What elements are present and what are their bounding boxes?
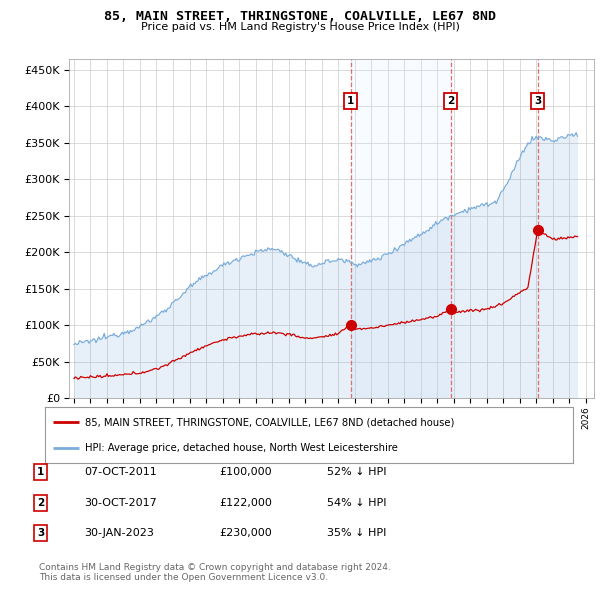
Text: 85, MAIN STREET, THRINGSTONE, COALVILLE, LE67 8ND: 85, MAIN STREET, THRINGSTONE, COALVILLE,… <box>104 10 496 23</box>
Text: 35% ↓ HPI: 35% ↓ HPI <box>327 529 386 538</box>
Text: 30-JAN-2023: 30-JAN-2023 <box>84 529 154 538</box>
Text: 1: 1 <box>37 467 44 477</box>
Text: 1: 1 <box>347 96 355 106</box>
Bar <box>351 59 451 398</box>
Text: 85, MAIN STREET, THRINGSTONE, COALVILLE, LE67 8ND (detached house): 85, MAIN STREET, THRINGSTONE, COALVILLE,… <box>85 417 454 427</box>
Text: £100,000: £100,000 <box>219 467 272 477</box>
Text: 2: 2 <box>37 498 44 507</box>
Text: 3: 3 <box>37 529 44 538</box>
Text: 52% ↓ HPI: 52% ↓ HPI <box>327 467 386 477</box>
Text: HPI: Average price, detached house, North West Leicestershire: HPI: Average price, detached house, Nort… <box>85 443 397 453</box>
Text: 2: 2 <box>447 96 454 106</box>
Text: Contains HM Land Registry data © Crown copyright and database right 2024.
This d: Contains HM Land Registry data © Crown c… <box>39 563 391 582</box>
Text: 3: 3 <box>534 96 541 106</box>
Text: Price paid vs. HM Land Registry's House Price Index (HPI): Price paid vs. HM Land Registry's House … <box>140 22 460 32</box>
Text: 54% ↓ HPI: 54% ↓ HPI <box>327 498 386 507</box>
Text: £230,000: £230,000 <box>219 529 272 538</box>
Text: 30-OCT-2017: 30-OCT-2017 <box>84 498 157 507</box>
Text: 07-OCT-2011: 07-OCT-2011 <box>84 467 157 477</box>
Text: £122,000: £122,000 <box>219 498 272 507</box>
